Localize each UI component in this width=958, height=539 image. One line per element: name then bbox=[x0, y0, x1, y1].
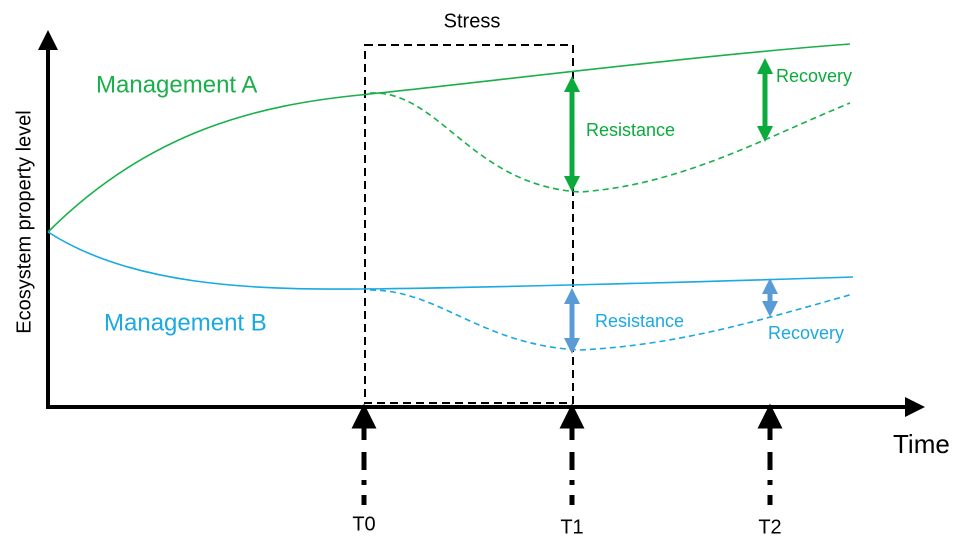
curve-a-stressed bbox=[369, 92, 851, 193]
time-point-label: T1 bbox=[560, 516, 583, 538]
series-label: Management B bbox=[104, 309, 267, 336]
curve-b bbox=[47, 231, 854, 290]
title: Stress bbox=[444, 10, 501, 32]
annotation: Recovery bbox=[776, 66, 852, 86]
x-axis-label: Time bbox=[893, 429, 950, 459]
time-markers bbox=[351, 403, 783, 505]
annotation: Resistance bbox=[586, 120, 675, 140]
time-point-label: T0 bbox=[352, 513, 375, 535]
annotation: Resistance bbox=[595, 311, 684, 331]
annotation: Recovery bbox=[768, 323, 844, 343]
stress-box bbox=[364, 44, 574, 404]
y-axis-label: Ecosystem property level bbox=[13, 110, 35, 333]
series-label: Management A bbox=[96, 71, 257, 98]
time-point-label: T2 bbox=[758, 516, 781, 538]
